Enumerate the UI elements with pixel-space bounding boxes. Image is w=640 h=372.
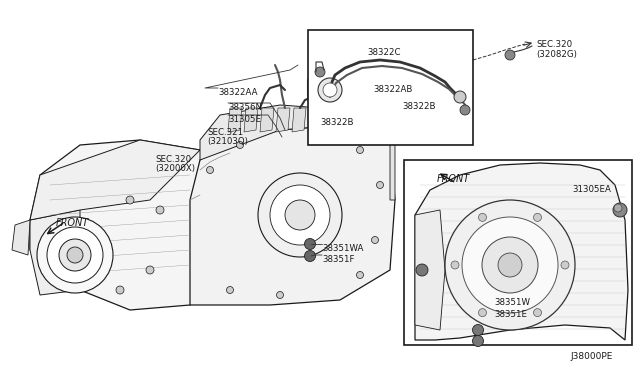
- Circle shape: [67, 247, 83, 263]
- Circle shape: [47, 227, 103, 283]
- Circle shape: [285, 200, 315, 230]
- Polygon shape: [12, 220, 30, 255]
- Circle shape: [305, 238, 316, 250]
- Circle shape: [317, 137, 323, 144]
- Polygon shape: [340, 108, 354, 132]
- Text: 38356N: 38356N: [228, 103, 262, 112]
- Text: (32082G): (32082G): [536, 50, 577, 59]
- Text: 31305E: 31305E: [228, 115, 261, 124]
- Text: FRONT: FRONT: [437, 174, 470, 184]
- Text: 38322B: 38322B: [320, 118, 353, 127]
- Polygon shape: [190, 125, 395, 305]
- Circle shape: [318, 78, 342, 102]
- Circle shape: [454, 91, 466, 103]
- Circle shape: [146, 266, 154, 274]
- Circle shape: [479, 309, 486, 317]
- Circle shape: [613, 203, 627, 217]
- Circle shape: [534, 309, 541, 317]
- Circle shape: [126, 196, 134, 204]
- Polygon shape: [390, 140, 395, 200]
- Circle shape: [270, 185, 330, 245]
- Circle shape: [356, 147, 364, 154]
- Circle shape: [37, 217, 113, 293]
- Circle shape: [315, 67, 325, 77]
- Text: SEC.321: SEC.321: [207, 128, 243, 137]
- Polygon shape: [244, 108, 258, 132]
- Circle shape: [462, 217, 558, 313]
- Polygon shape: [308, 108, 322, 132]
- Text: 38322C: 38322C: [367, 48, 401, 57]
- Text: 38351E: 38351E: [494, 310, 527, 319]
- Circle shape: [505, 50, 515, 60]
- Polygon shape: [200, 105, 390, 160]
- Circle shape: [534, 214, 541, 221]
- Circle shape: [416, 264, 428, 276]
- Circle shape: [445, 200, 575, 330]
- Circle shape: [479, 214, 486, 221]
- Circle shape: [116, 286, 124, 294]
- Circle shape: [258, 173, 342, 257]
- Polygon shape: [324, 108, 338, 132]
- Polygon shape: [30, 140, 200, 220]
- Text: 38322B: 38322B: [402, 102, 435, 111]
- Text: 38322AB: 38322AB: [373, 85, 412, 94]
- Polygon shape: [260, 108, 274, 132]
- Polygon shape: [415, 210, 445, 330]
- Circle shape: [323, 83, 337, 97]
- FancyBboxPatch shape: [308, 30, 473, 145]
- Circle shape: [482, 237, 538, 293]
- Circle shape: [356, 272, 364, 279]
- Circle shape: [237, 141, 243, 148]
- Polygon shape: [228, 108, 242, 132]
- Text: 38351F: 38351F: [322, 255, 355, 264]
- Text: (32103Q): (32103Q): [207, 137, 248, 146]
- Circle shape: [451, 261, 459, 269]
- Text: 31305EA: 31305EA: [572, 185, 611, 194]
- Circle shape: [59, 239, 91, 271]
- Text: 38351W: 38351W: [494, 298, 530, 307]
- Circle shape: [227, 286, 234, 294]
- Polygon shape: [292, 108, 306, 132]
- Text: SEC.320: SEC.320: [536, 40, 572, 49]
- Circle shape: [472, 336, 483, 346]
- Polygon shape: [415, 163, 628, 340]
- Text: 38322AA: 38322AA: [218, 88, 257, 97]
- Circle shape: [207, 167, 214, 173]
- Text: (32000X): (32000X): [155, 164, 195, 173]
- Circle shape: [561, 261, 569, 269]
- Circle shape: [614, 204, 622, 212]
- Text: 38351WA: 38351WA: [322, 244, 364, 253]
- Circle shape: [460, 105, 470, 115]
- Polygon shape: [30, 140, 230, 310]
- Text: SEC.320: SEC.320: [155, 155, 191, 164]
- Circle shape: [371, 237, 378, 244]
- Text: FRONT: FRONT: [56, 218, 89, 228]
- Circle shape: [156, 206, 164, 214]
- Polygon shape: [30, 210, 80, 295]
- Circle shape: [376, 182, 383, 189]
- Circle shape: [498, 253, 522, 277]
- FancyBboxPatch shape: [404, 160, 632, 345]
- Circle shape: [276, 292, 284, 298]
- Polygon shape: [276, 108, 290, 132]
- Circle shape: [305, 250, 316, 262]
- Circle shape: [472, 324, 483, 336]
- Text: J38000PE: J38000PE: [570, 352, 612, 361]
